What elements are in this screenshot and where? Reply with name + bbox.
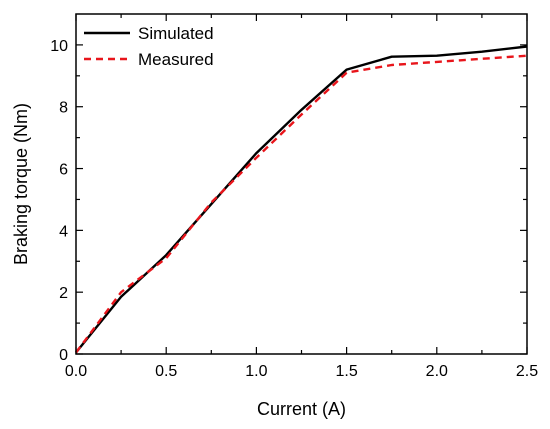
legend-label-simulated: Simulated [138, 24, 214, 43]
y-tick-label: 6 [59, 162, 68, 179]
y-tick-label: 4 [59, 223, 68, 240]
legend-label-measured: Measured [138, 50, 214, 69]
x-tick-label: 2.0 [426, 363, 448, 380]
y-tick-label: 0 [59, 347, 68, 364]
y-tick-label: 10 [50, 38, 68, 55]
series-line-simulated [75, 45, 528, 354]
y-axis-title: Braking torque (Nm) [11, 103, 31, 265]
y-tick-label: 2 [59, 285, 68, 302]
legend: Simulated Measured [84, 24, 214, 69]
series-layer [75, 45, 528, 354]
y-tick-label: 8 [59, 100, 68, 117]
x-tick-label: 1.5 [335, 363, 357, 380]
x-tick-label: 1.0 [245, 363, 267, 380]
tick-layer: 0.0 0.5 1.0 1.5 2.0 2.5 0 2 4 6 8 10 [50, 14, 538, 380]
x-axis-title: Current (A) [257, 399, 346, 419]
x-tick-label: 2.5 [516, 363, 538, 380]
plot-frame [75, 13, 528, 355]
series-line-measured [75, 54, 528, 354]
x-tick-label: 0.5 [155, 363, 177, 380]
x-tick-label: 0.0 [65, 363, 87, 380]
